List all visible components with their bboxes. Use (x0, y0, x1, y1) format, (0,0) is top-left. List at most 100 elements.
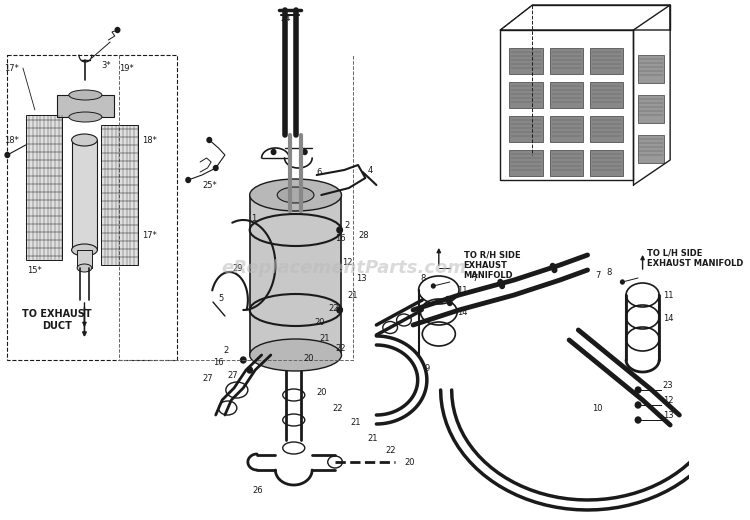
Text: 28: 28 (358, 230, 369, 240)
Circle shape (272, 150, 276, 154)
Text: 17*: 17* (4, 63, 20, 72)
Text: 21: 21 (320, 333, 330, 343)
Text: 25*: 25* (202, 180, 217, 189)
Text: 17*: 17* (142, 230, 158, 240)
Text: 22: 22 (386, 446, 396, 454)
Circle shape (214, 165, 218, 171)
Bar (250, 195, 341, 355)
Text: 5: 5 (218, 293, 223, 303)
Bar (590, 48, 623, 74)
Text: 22: 22 (335, 344, 346, 353)
Text: 12: 12 (663, 396, 674, 405)
Circle shape (116, 28, 120, 33)
Text: 20: 20 (316, 387, 327, 397)
Text: 13: 13 (356, 274, 367, 282)
Text: 12: 12 (343, 257, 353, 267)
Text: 20: 20 (303, 354, 313, 362)
Text: 3*: 3* (101, 60, 110, 70)
Text: 27: 27 (228, 371, 238, 380)
Circle shape (500, 283, 505, 289)
Bar (71, 140, 98, 250)
Ellipse shape (69, 112, 102, 122)
Bar (550, 48, 583, 74)
Text: 18*: 18* (142, 136, 158, 145)
Circle shape (247, 367, 253, 373)
Circle shape (635, 402, 640, 408)
Text: TO L/H SIDE
EXHAUST MANIFOLD: TO L/H SIDE EXHAUST MANIFOLD (647, 249, 743, 268)
Ellipse shape (69, 90, 102, 100)
Text: 10: 10 (592, 404, 602, 412)
Text: 14: 14 (458, 307, 468, 317)
Bar (638, 135, 664, 163)
Text: 13: 13 (663, 410, 674, 420)
Text: 2: 2 (344, 220, 350, 229)
Bar (77, 250, 92, 268)
Text: 27: 27 (202, 373, 212, 383)
Polygon shape (101, 125, 138, 265)
Text: 7: 7 (472, 274, 478, 282)
Text: TO EXHAUST
DUCT: TO EXHAUST DUCT (22, 309, 92, 331)
Bar (509, 116, 542, 142)
Circle shape (635, 417, 640, 423)
Circle shape (552, 267, 556, 272)
Bar (509, 48, 542, 74)
Circle shape (337, 227, 343, 233)
Circle shape (207, 137, 212, 142)
Text: 22: 22 (328, 304, 339, 313)
Ellipse shape (278, 187, 314, 203)
Circle shape (637, 403, 640, 407)
Circle shape (620, 280, 624, 284)
Text: 2: 2 (223, 345, 228, 355)
Bar (57, 95, 114, 117)
Circle shape (550, 264, 555, 268)
Ellipse shape (250, 179, 341, 211)
Circle shape (635, 387, 640, 393)
Bar (638, 55, 664, 83)
Circle shape (337, 307, 343, 313)
Text: 18*: 18* (4, 136, 20, 145)
Bar (590, 82, 623, 108)
Circle shape (498, 280, 502, 284)
Text: 15*: 15* (28, 266, 42, 275)
Ellipse shape (250, 339, 341, 371)
Bar (509, 150, 542, 176)
Text: 16: 16 (335, 233, 346, 242)
Text: 7: 7 (595, 270, 600, 280)
Text: 20: 20 (315, 318, 326, 327)
Bar (550, 150, 583, 176)
Circle shape (448, 301, 452, 306)
Circle shape (302, 150, 307, 154)
Text: 22: 22 (332, 404, 343, 412)
Text: 29: 29 (232, 264, 243, 272)
Text: 1: 1 (251, 214, 257, 223)
Bar (638, 95, 664, 123)
Text: 21: 21 (347, 291, 358, 300)
Ellipse shape (71, 134, 98, 146)
Text: 4: 4 (368, 165, 373, 175)
Text: 14: 14 (663, 314, 674, 322)
Circle shape (637, 418, 640, 422)
Text: eReplacementParts.com: eReplacementParts.com (222, 259, 466, 277)
Text: 11: 11 (663, 291, 674, 300)
Text: 21: 21 (351, 418, 361, 426)
Text: 24: 24 (280, 14, 290, 22)
Circle shape (446, 296, 450, 302)
Bar (590, 150, 623, 176)
Text: 16: 16 (213, 358, 223, 367)
Bar (550, 116, 583, 142)
Text: 11: 11 (458, 285, 468, 294)
Circle shape (431, 284, 435, 288)
Text: 6: 6 (316, 167, 322, 176)
Text: 26: 26 (253, 486, 263, 495)
Circle shape (241, 357, 246, 363)
Bar (500, 30, 634, 180)
Bar (509, 82, 542, 108)
Text: 19*: 19* (119, 63, 134, 72)
Bar (550, 82, 583, 108)
Text: TO R/H SIDE
EXHAUST
MANIFOLD: TO R/H SIDE EXHAUST MANIFOLD (464, 250, 520, 280)
Text: 23: 23 (663, 381, 674, 389)
Text: 21: 21 (368, 434, 378, 443)
Text: 9: 9 (424, 363, 429, 372)
Text: 8: 8 (606, 267, 611, 277)
Bar (590, 116, 623, 142)
